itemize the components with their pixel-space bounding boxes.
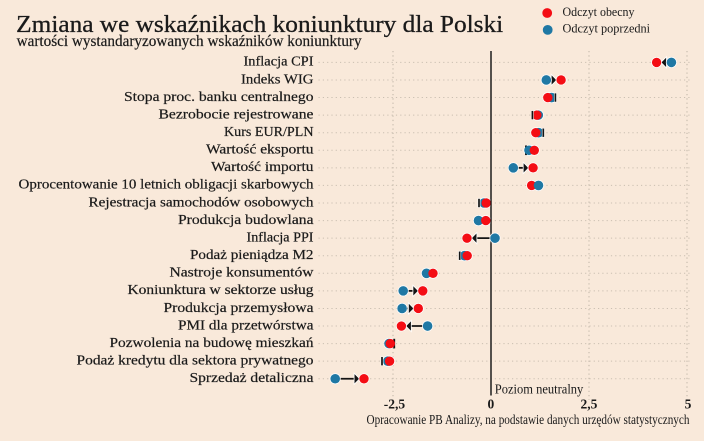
svg-text:0: 0: [488, 397, 495, 412]
svg-text:Wartość importu: Wartość importu: [211, 159, 314, 174]
svg-text:Podaż kredytu dla sektora pryw: Podaż kredytu dla sektora prywatnego: [77, 352, 314, 367]
svg-text:Odczyt obecny: Odczyt obecny: [563, 4, 635, 19]
svg-text:Produkcja budowlana: Produkcja budowlana: [178, 212, 314, 227]
svg-text:Inflacja CPI: Inflacja CPI: [244, 54, 314, 69]
svg-text:Wartość eksportu: Wartość eksportu: [206, 142, 314, 157]
svg-text:Podaż pieniądza M2: Podaż pieniądza M2: [190, 247, 314, 262]
svg-text:Poziom neutralny: Poziom neutralny: [495, 381, 584, 396]
svg-text:Koniunktura w sektorze usług: Koniunktura w sektorze usług: [128, 282, 314, 297]
svg-text:Sprzedaż detaliczna: Sprzedaż detaliczna: [190, 370, 314, 385]
svg-text:Produkcja przemysłowa: Produkcja przemysłowa: [164, 300, 314, 315]
svg-text:Rejestracja samochodów osobowy: Rejestracja samochodów osobowych: [89, 194, 314, 209]
svg-text:5: 5: [685, 397, 692, 412]
svg-text:Stopa proc. banku centralnego: Stopa proc. banku centralnego: [124, 89, 314, 104]
svg-text:wartości wystandaryzowanych ws: wartości wystandaryzowanych wskaźników k…: [17, 33, 362, 50]
svg-text:Nastroje konsumentów: Nastroje konsumentów: [170, 265, 314, 280]
svg-text:Bezrobocie rejestrowane: Bezrobocie rejestrowane: [159, 106, 314, 121]
svg-text:Odczyt poprzedni: Odczyt poprzedni: [563, 21, 651, 36]
svg-text:Pozwolenia na budowę mieszkań: Pozwolenia na budowę mieszkań: [110, 335, 314, 350]
svg-text:Inflacja PPI: Inflacja PPI: [247, 229, 314, 244]
svg-text:Indeks WIG: Indeks WIG: [241, 71, 314, 86]
svg-text:Kurs EUR/PLN: Kurs EUR/PLN: [224, 124, 314, 139]
svg-text:2,5: 2,5: [580, 397, 597, 412]
svg-text:Opracowanie PB Analizy, na pod: Opracowanie PB Analizy, na podstawie dan…: [367, 412, 690, 427]
svg-text:Oprocentowanie 10 letnich obli: Oprocentowanie 10 letnich obligacji skar…: [19, 177, 314, 192]
svg-text:Zmiana we wskaźnikach koniunkt: Zmiana we wskaźnikach koniunktury dla Po…: [16, 11, 503, 38]
svg-text:-2,5: -2,5: [384, 397, 406, 412]
svg-text:PMI dla przetwórstwa: PMI dla przetwórstwa: [178, 317, 314, 332]
